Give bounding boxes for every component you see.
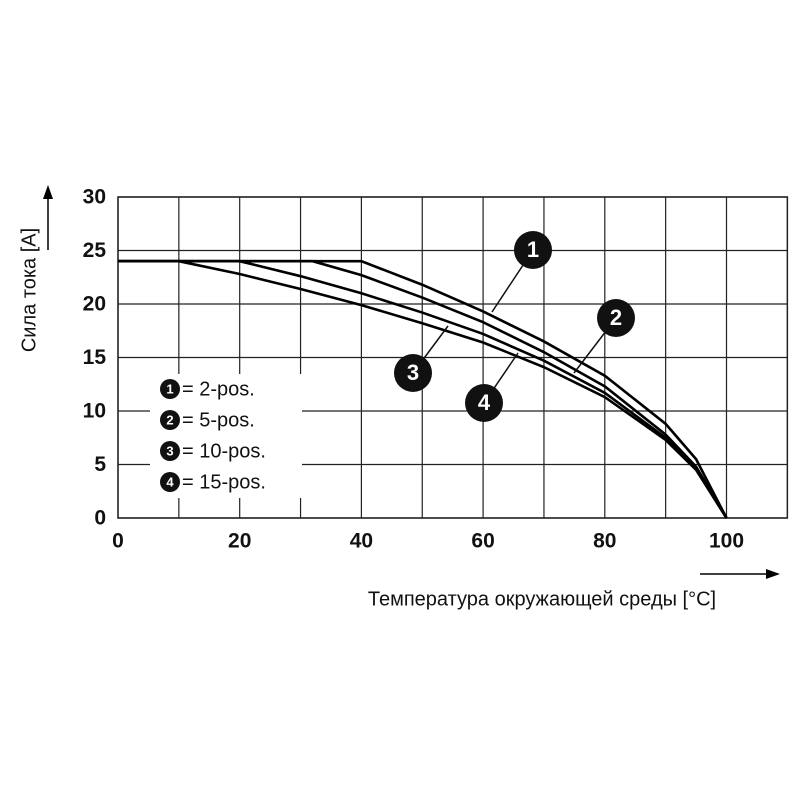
y-arrow-head (43, 185, 53, 199)
marker-label: 3 (407, 360, 419, 385)
legend-label: = 2-pos. (182, 378, 255, 400)
line-series (118, 259, 728, 519)
legend-label: = 10-pos. (182, 440, 266, 462)
y-tick-label: 20 (83, 293, 106, 316)
legend-label: = 5-pos. (182, 409, 255, 431)
x-axis-label: Температура окружающей среды [°C] (368, 588, 716, 610)
marker-circle (394, 354, 432, 392)
marker-circle (514, 231, 552, 269)
y-tick-label: 0 (94, 507, 106, 530)
x-tick-label: 60 (471, 530, 494, 553)
marker-label: 2 (166, 412, 173, 427)
x-tick-label: 0 (112, 530, 124, 553)
x-tick-label: 100 (709, 530, 744, 553)
y-tick-label: 10 (83, 400, 106, 423)
line-series (118, 259, 728, 519)
x-tick-label: 80 (593, 530, 616, 553)
marker-circle (597, 299, 635, 337)
y-tick-label: 5 (94, 453, 106, 476)
marker-label: 3 (166, 443, 173, 458)
x-arrow-head (766, 569, 780, 579)
y-tick-label: 30 (83, 186, 106, 209)
marker-label: 4 (478, 390, 491, 415)
line-series (118, 259, 728, 519)
marker-circle (160, 441, 180, 461)
marker-circle (465, 384, 503, 422)
y-axis-label: Сила тока [A] (18, 228, 40, 352)
marker-label: 1 (527, 237, 539, 262)
plot-frame (117, 196, 789, 519)
marker-circle (160, 410, 180, 430)
y-tick-label: 25 (83, 239, 107, 262)
legend-label: = 15-pos. (182, 471, 266, 493)
marker-label: 1 (166, 381, 173, 396)
y-tick-label: 15 (83, 346, 107, 369)
marker-circle (160, 472, 180, 492)
marker-circle (160, 379, 180, 399)
marker-label: 4 (166, 474, 174, 489)
x-tick-label: 40 (350, 530, 373, 553)
x-tick-label: 20 (228, 530, 251, 553)
marker-label: 2 (610, 305, 622, 330)
